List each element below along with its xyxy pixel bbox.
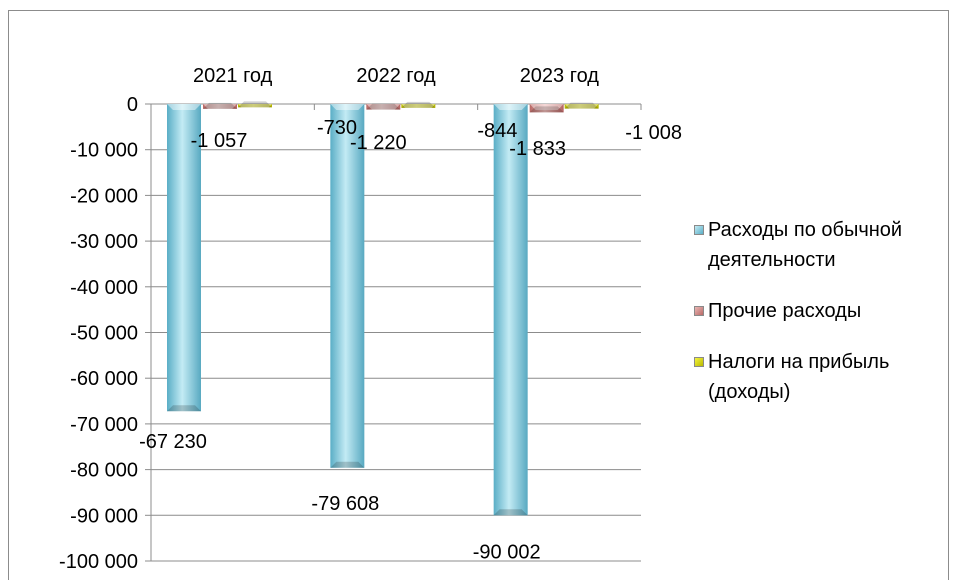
legend-swatch-icon [694,225,704,235]
y-tick-label: -80 000 [70,460,138,482]
bar-bottom-bevel [366,103,401,110]
data-label: -67 230 [139,431,207,453]
data-label: -1 057 [191,130,248,152]
data-label: -844 [477,120,517,142]
bar-top-bevel [167,104,201,110]
bar-top-bevel [366,104,401,110]
y-tick-label: -20 000 [70,185,138,207]
y-tick-label: 0 [127,94,138,116]
x-category-label: 2022 год [356,65,436,87]
legend-label: Расходы по обычной деятельности [708,219,903,271]
legend-item-other-expenses: Прочие расходы [694,296,949,326]
bar-bottom-bevel [203,102,237,109]
y-tick-label: -50 000 [70,323,138,345]
legend-swatch-icon [694,306,704,316]
gridlines [151,103,641,562]
bar-bottom-bevel [401,101,436,108]
legend-swatch-icon [694,357,704,367]
y-tick-label: -100 000 [59,551,138,573]
bars [167,101,599,516]
y-tick-label: -10 000 [70,140,138,162]
labels: 0 -10 000 -20 000 -30 000 -40 000 -50 000 -60 … [59,65,682,573]
bar [493,104,528,516]
bar-bottom-bevel [167,405,201,412]
chart-border [8,10,949,580]
bar-bottom-bevel [564,102,599,109]
bar [330,104,365,468]
bar-top-bevel [529,104,564,110]
bar-bottom-bevel [238,101,272,108]
data-label: -730 [317,117,357,139]
data-label: -1 220 [350,132,407,154]
bar [529,104,564,113]
bar [238,104,272,108]
legend: Расходы по обычной деятельности Прочие р… [694,215,949,428]
bar-bottom-bevel [330,461,365,468]
bar-top-bevel [238,104,272,110]
bar [564,104,599,109]
y-tick-label: -60 000 [70,368,138,390]
x-category-label: 2023 год [520,65,600,87]
data-label: -90 002 [473,541,541,563]
bar [167,104,201,412]
y-tick-label: -40 000 [70,277,138,299]
bar-bottom-bevel [493,509,528,516]
bar-top-bevel [493,104,528,110]
x-category-label: 2021 год [193,65,273,87]
bar-top-bevel [401,104,436,110]
data-label: -1 008 [625,122,682,144]
bar [203,104,237,109]
data-label: -79 608 [311,493,379,515]
bar-top-bevel [330,104,365,110]
bar [401,104,436,108]
bar-top-bevel [564,104,599,110]
y-tick-label: -30 000 [70,231,138,253]
bar-top-bevel [203,104,237,110]
bar [366,104,401,110]
legend-label: Налоги на прибыль (доходы) [708,351,890,403]
legend-item-profit-tax: Налоги на прибыль (доходы) [694,347,949,407]
legend-label: Прочие расходы [708,300,862,322]
y-tick-label: -90 000 [70,505,138,527]
data-label: -1 833 [509,138,566,160]
legend-item-ordinary-expenses: Расходы по обычной деятельности [694,215,949,275]
bar-bottom-bevel [529,106,564,113]
y-tick-label: -70 000 [70,414,138,436]
